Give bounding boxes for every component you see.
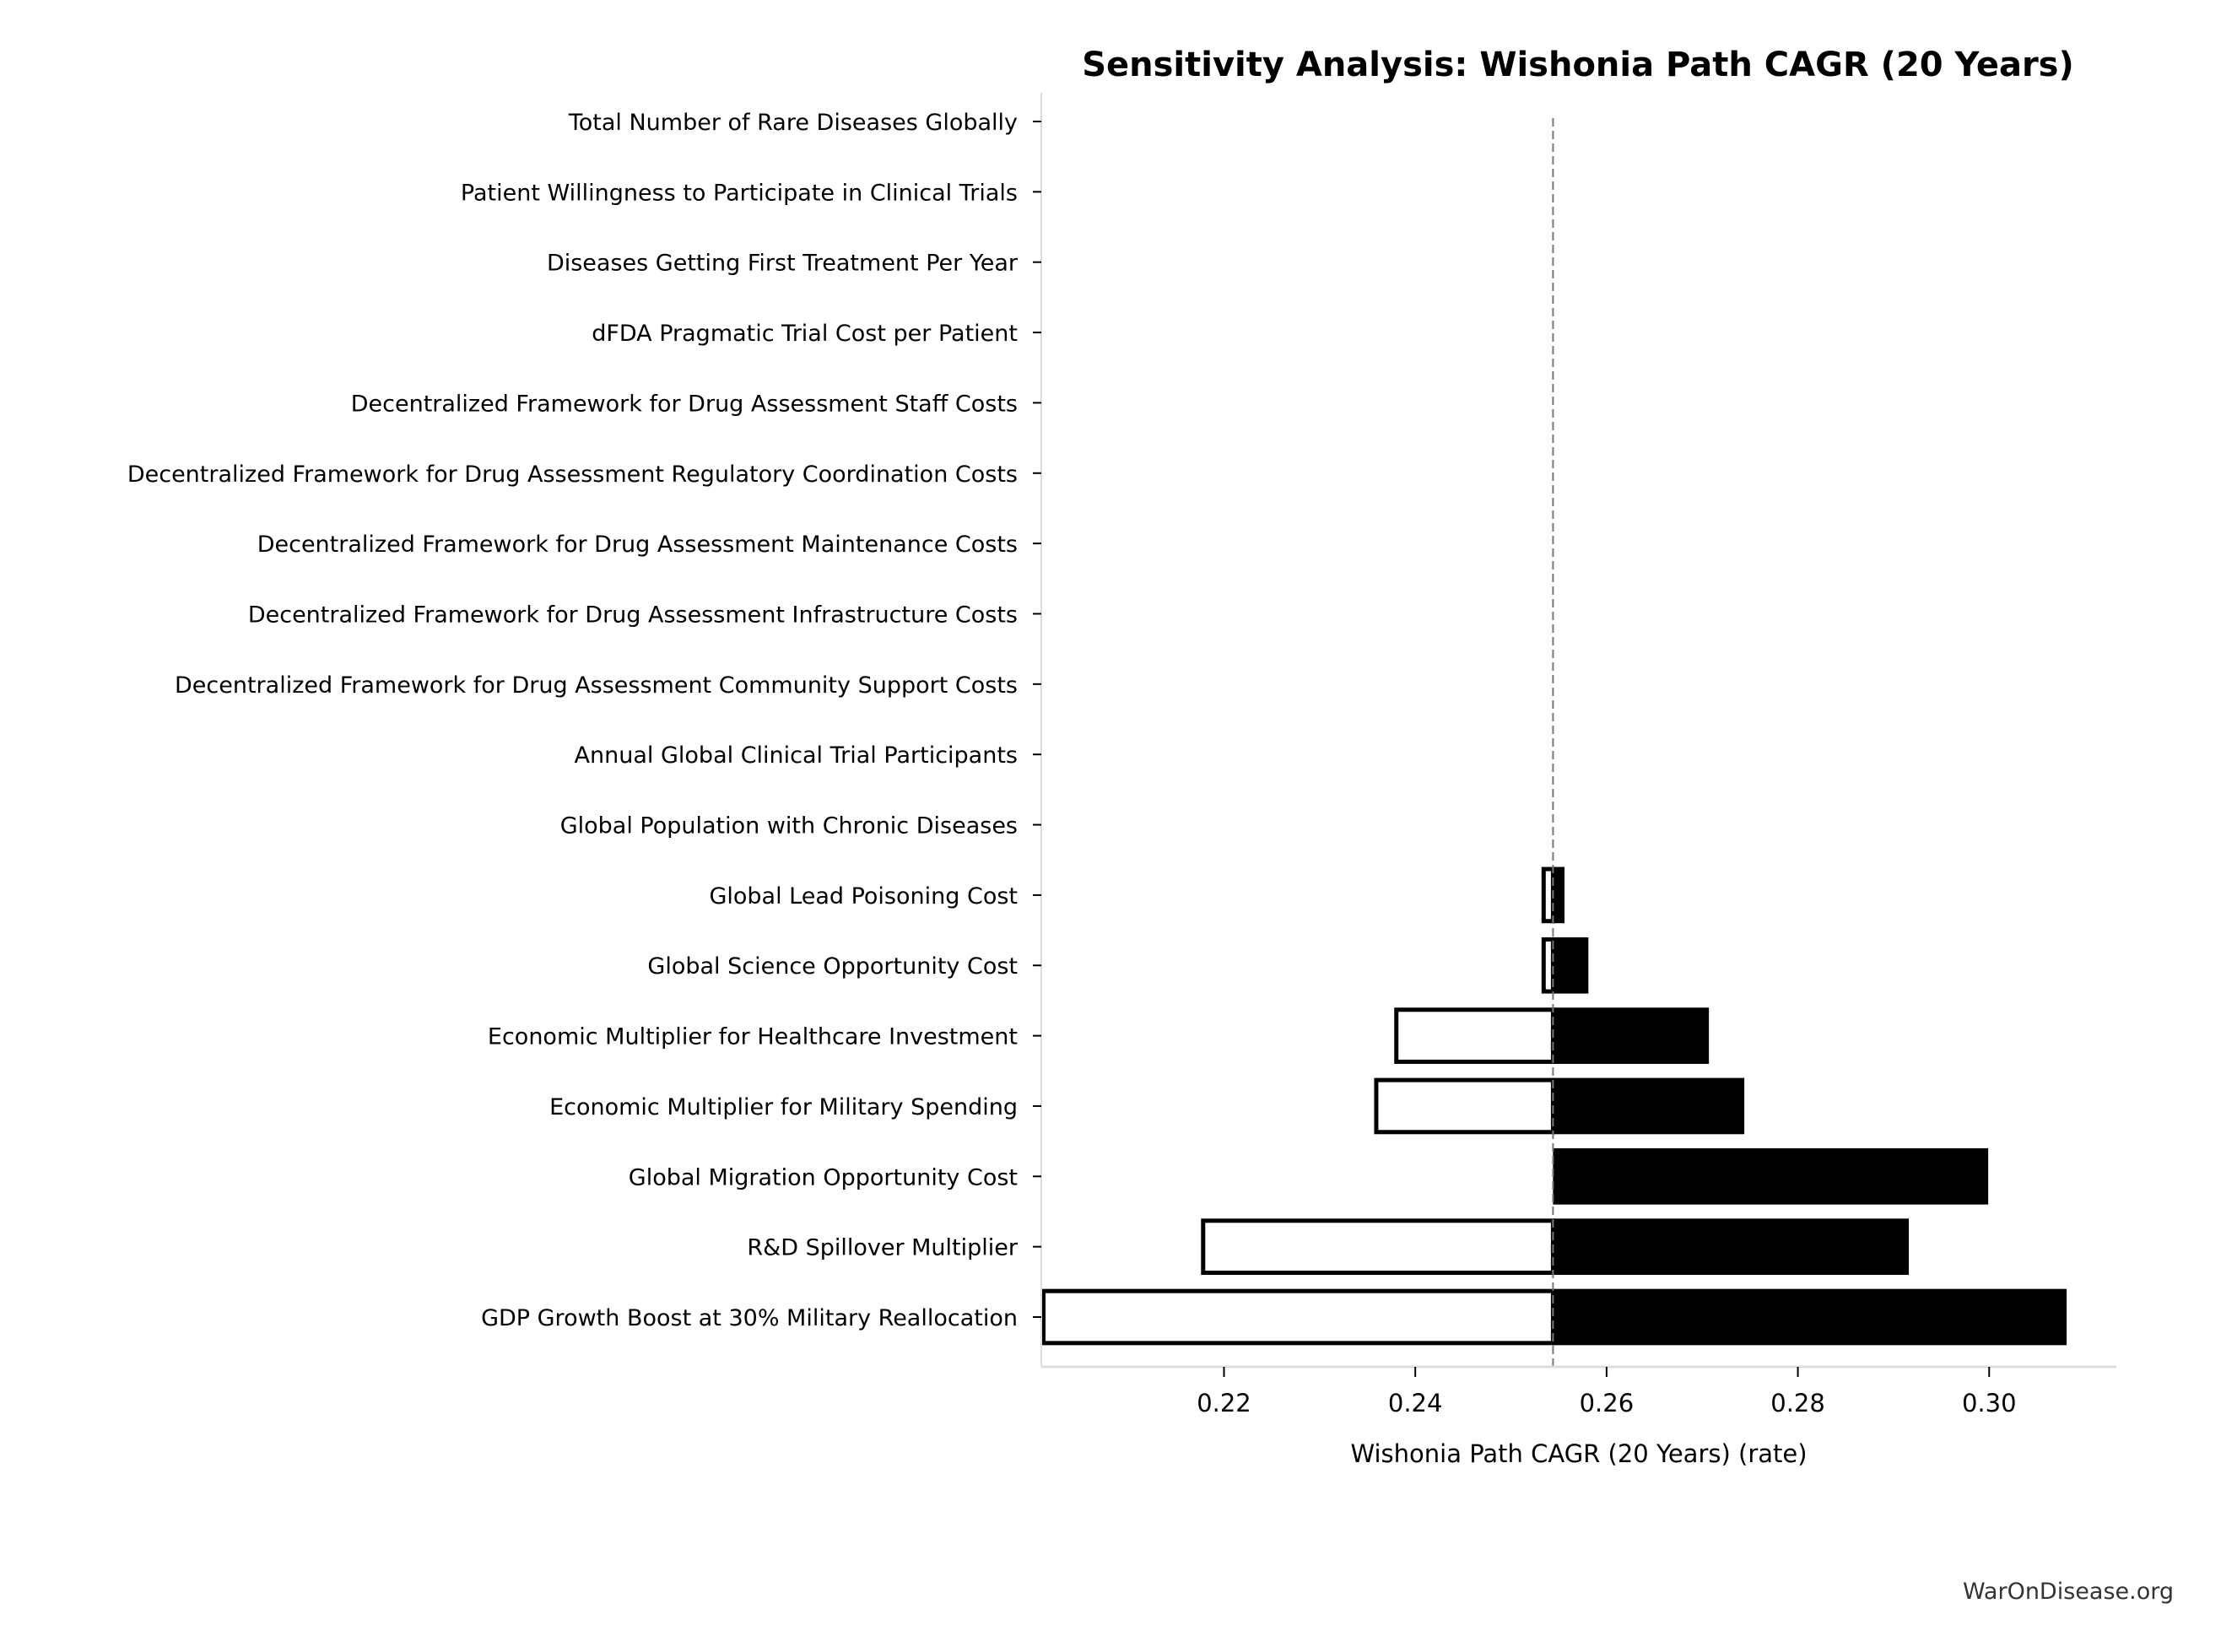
low-bar: [1201, 1218, 1555, 1275]
y-axis: Total Number of Rare Diseases Globally Pa…: [127, 93, 1042, 1367]
y-tick-label: Decentralized Framework for Drug Assessm…: [257, 532, 1018, 558]
y-tick-label: Global Migration Opportunity Cost: [629, 1164, 1018, 1190]
high-bar: [1553, 1007, 1710, 1064]
y-tick-label: Diseases Getting First Treatment Per Yea…: [547, 251, 1019, 277]
low-bar: [1374, 1077, 1555, 1135]
y-tick-label: Global Lead Poisoning Cost: [709, 883, 1018, 910]
x-tick-label: 0.24: [1388, 1389, 1443, 1417]
low-bar: [1541, 937, 1555, 994]
x-tick-label: 0.30: [1962, 1389, 2017, 1417]
y-tick-label: Global Population with Chronic Diseases: [560, 813, 1018, 839]
x-axis-label: Wishonia Path CAGR (20 Years) (rate): [1350, 1439, 1807, 1468]
y-tick-label: Decentralized Framework for Drug Assessm…: [248, 602, 1018, 628]
high-bar: [1553, 1218, 1910, 1275]
y-tick-label: Decentralized Framework for Drug Assessm…: [351, 391, 1018, 417]
x-axis: 0.22 0.24 0.26 0.28 0.30: [1041, 1365, 2116, 1417]
high-bar: [1553, 866, 1564, 924]
low-bar: [1041, 1288, 1555, 1346]
high-bar: [1553, 937, 1589, 994]
bars-layer: [1041, 118, 2067, 1367]
x-tick-label: 0.22: [1197, 1389, 1251, 1417]
y-tick-label: Economic Multiplier for Healthcare Inves…: [488, 1024, 1018, 1050]
x-tick-label: 0.28: [1770, 1389, 1825, 1417]
high-bar: [1553, 1288, 2067, 1346]
y-tick-label: R&D Spillover Multiplier: [747, 1235, 1019, 1261]
y-tick-label: Total Number of Rare Diseases Globally: [568, 110, 1018, 136]
y-tick-label: Decentralized Framework for Drug Assessm…: [175, 672, 1018, 699]
y-tick-label: Patient Willingness to Participate in Cl…: [461, 180, 1018, 206]
y-tick-label: dFDA Pragmatic Trial Cost per Patient: [592, 321, 1018, 347]
high-bar: [1553, 1077, 1745, 1135]
watermark: WarOnDisease.org: [1963, 1579, 2174, 1605]
x-tick-label: 0.26: [1580, 1389, 1635, 1417]
chart-title: Sensitivity Analysis: Wishonia Path CAGR…: [1082, 46, 2074, 84]
y-tick-label: Global Science Opportunity Cost: [647, 953, 1018, 980]
high-bar: [1553, 1147, 1989, 1205]
y-tick-label: Annual Global Clinical Trial Participant…: [575, 742, 1018, 769]
low-bar: [1541, 866, 1555, 924]
y-tick-label: Decentralized Framework for Drug Assessm…: [127, 462, 1018, 488]
y-tick-label: GDP Growth Boost at 30% Military Realloc…: [481, 1305, 1018, 1331]
low-bar: [1394, 1007, 1555, 1064]
y-tick-label: Economic Multiplier for Military Spendin…: [549, 1094, 1018, 1120]
